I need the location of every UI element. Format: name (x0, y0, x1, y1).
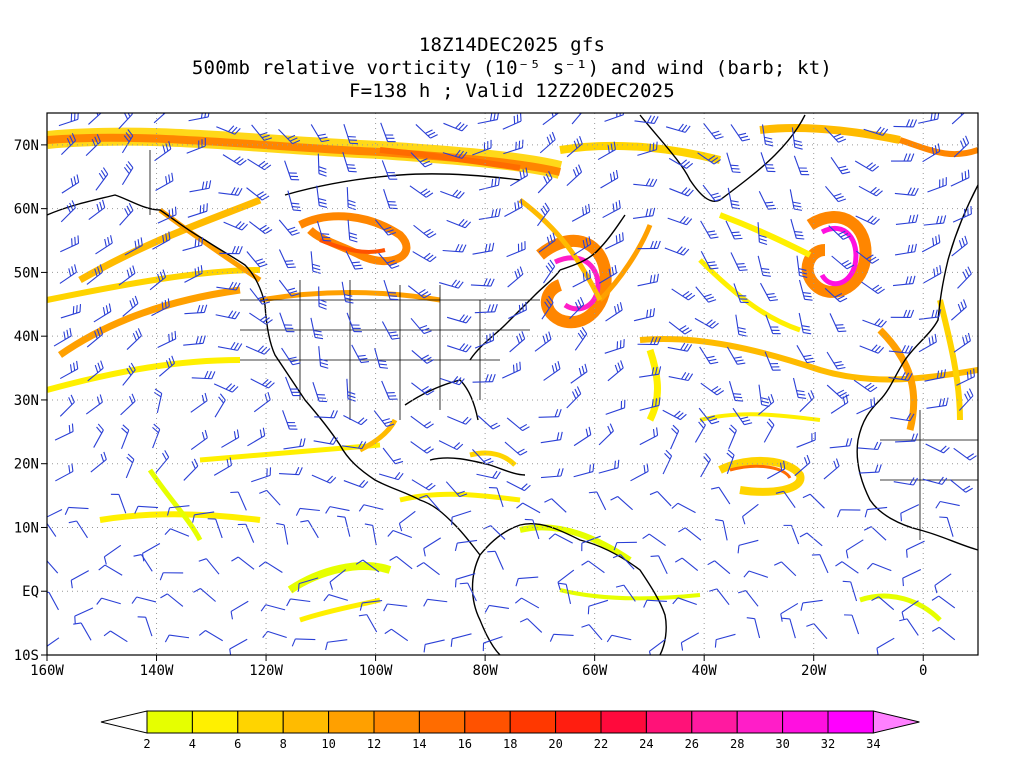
lat-tick-label: 30N (14, 393, 39, 409)
political-borders (149, 150, 978, 540)
wind-barbs (47, 113, 977, 655)
lon-tick-label: 160W (30, 663, 64, 679)
lat-tick-label: 20N (14, 457, 39, 473)
lat-tick-label: 70N (14, 138, 39, 154)
lat-tick-label: 10S (14, 648, 39, 664)
vorticity-shading (47, 124, 978, 623)
title-line-2: 500mb relative vorticity (10⁻⁵ s⁻¹) and … (191, 57, 833, 79)
lon-tick-label: 140W (140, 663, 174, 679)
lat-tick-label: 40N (14, 329, 39, 345)
lon-tick-label: 80W (472, 663, 498, 679)
lat-tick-label: 10N (14, 520, 39, 536)
title-line-1: 18Z14DEC2025 gfs (418, 34, 606, 56)
axis-ticks (41, 144, 924, 661)
lon-tick-label: 100W (359, 663, 393, 679)
lon-tick-label: 40W (692, 663, 718, 679)
lon-tick-label: 60W (582, 663, 608, 679)
map-field (47, 113, 978, 655)
lat-tick-label: 60N (14, 202, 39, 218)
map-frame (46, 112, 979, 656)
coastlines (47, 114, 978, 655)
grid-lines (47, 113, 978, 655)
lat-tick-label: EQ (22, 584, 39, 600)
lon-tick-label: 20W (801, 663, 827, 679)
lon-tick-label: 120W (249, 663, 283, 679)
lon-tick-label: 0 (919, 663, 927, 679)
lat-tick-label: 50N (14, 265, 39, 281)
title-line-3: F=138 h ; Valid 12Z20DEC2025 (349, 80, 675, 102)
